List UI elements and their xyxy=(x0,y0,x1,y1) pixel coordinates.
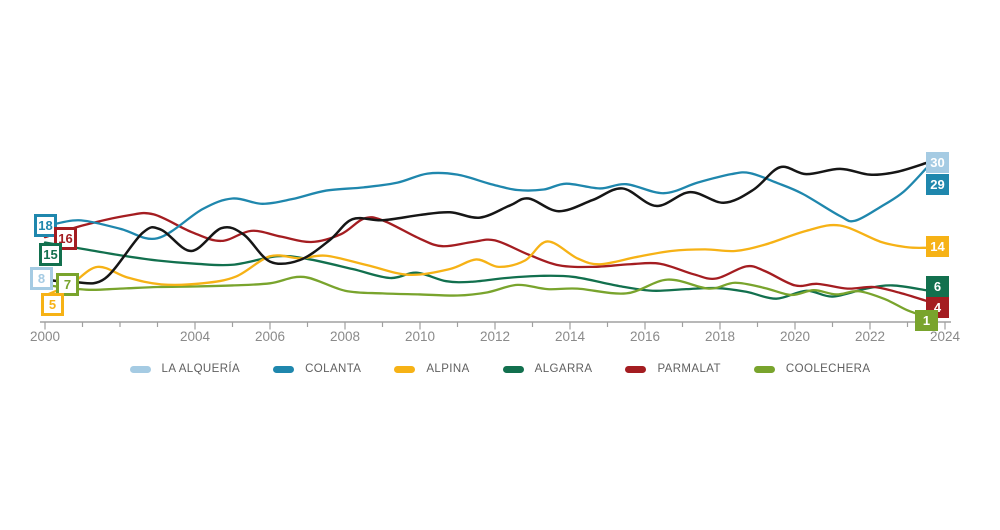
start-value-la_alqueria: 8 xyxy=(30,267,53,290)
x-tick-label: 2004 xyxy=(180,329,211,344)
x-tick-label: 2006 xyxy=(255,329,285,344)
legend-swatch-la_alqueria-icon xyxy=(129,365,151,373)
legend-item-la_alqueria: LA ALQUERÍA xyxy=(129,363,241,375)
legend-item-alpina: ALPINA xyxy=(394,363,469,375)
legend-label: COLANTA xyxy=(305,363,362,375)
legend-label: COOLECHERA xyxy=(785,363,871,375)
start-value-alpina: 5 xyxy=(41,293,64,316)
start-value-colanta: 18 xyxy=(34,214,57,237)
legend-swatch-colanta-icon xyxy=(273,365,295,373)
series-line-algarra xyxy=(43,241,928,300)
start-value-coolechera: 7 xyxy=(56,273,79,296)
x-tick-label: 2016 xyxy=(630,329,660,344)
x-tick-label: 2018 xyxy=(705,329,735,344)
end-value-alpina: 14 xyxy=(926,236,949,257)
x-tick-label: 2024 xyxy=(930,329,961,344)
legend-item-parmalat: PARMALAT xyxy=(625,363,721,375)
series-line-colanta xyxy=(43,167,928,241)
legend-label: PARMALAT xyxy=(657,363,721,375)
legend-item-algarra: ALGARRA xyxy=(502,363,593,375)
x-tick-label: 2022 xyxy=(855,329,885,344)
x-tick-label: 2012 xyxy=(480,329,510,344)
x-tick-label: 2008 xyxy=(330,329,360,344)
series-line-la_alqueria xyxy=(43,161,928,285)
legend-swatch-algarra-icon xyxy=(502,365,524,373)
end-value-coolechera: 1 xyxy=(915,310,938,331)
legend-swatch-coolechera-icon xyxy=(753,365,775,373)
legend: LA ALQUERÍA COLANTA ALPINA ALGARRA PARMALAT C… xyxy=(0,363,1000,375)
x-tick-label: 2000 xyxy=(30,329,60,344)
legend-label: ALPINA xyxy=(426,363,470,375)
end-value-colanta: 29 xyxy=(926,173,949,195)
series-line-alpina xyxy=(43,223,928,297)
end-value-la_alqueria: 30 xyxy=(926,152,949,173)
series-line-coolechera xyxy=(43,275,928,318)
legend-label: LA ALQUERÍA xyxy=(161,363,241,375)
legend-swatch-parmalat-icon xyxy=(625,365,647,373)
legend-label: ALGARRA xyxy=(534,363,593,375)
start-value-algarra: 15 xyxy=(39,243,62,266)
x-tick-label: 2010 xyxy=(405,329,435,344)
series-line-parmalat xyxy=(43,211,928,302)
x-tick-label: 2020 xyxy=(780,329,810,344)
legend-item-coolechera: COOLECHERA xyxy=(753,363,871,375)
end-value-algarra: 6 xyxy=(926,276,949,297)
x-tick-label: 2014 xyxy=(555,329,586,344)
legend-item-colanta: COLANTA xyxy=(273,363,361,375)
legend-swatch-alpina-icon xyxy=(394,365,416,373)
